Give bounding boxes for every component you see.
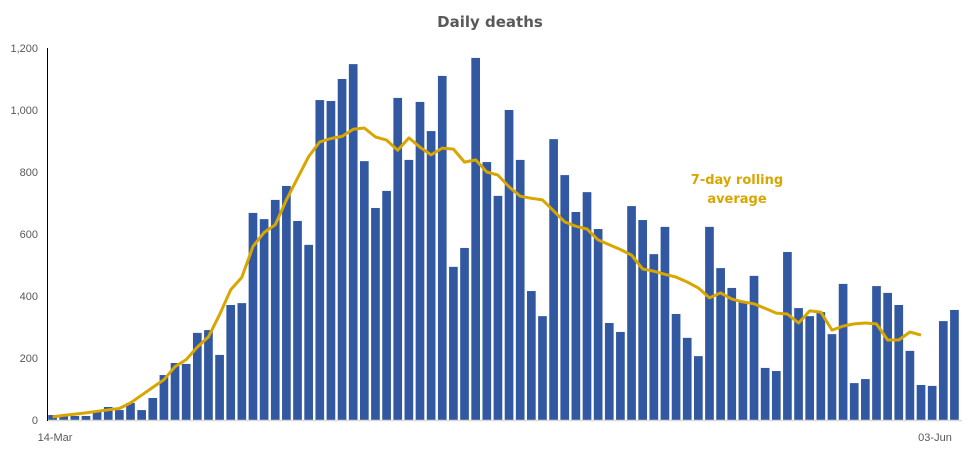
bar xyxy=(894,304,904,420)
bar xyxy=(627,206,636,420)
y-axis-ticks: 0 200 400 600 800 1,000 1,200 xyxy=(10,43,38,427)
bar xyxy=(449,266,458,420)
bar xyxy=(938,321,948,420)
bar xyxy=(827,334,837,420)
bar xyxy=(883,292,892,420)
bar xyxy=(515,159,525,420)
bar xyxy=(359,161,369,420)
bar xyxy=(237,303,247,420)
bar xyxy=(805,316,815,420)
bar xyxy=(660,226,670,420)
bar xyxy=(716,268,725,420)
bar xyxy=(59,415,69,420)
y-tick-label: 200 xyxy=(20,353,38,365)
bar xyxy=(538,316,547,420)
bar xyxy=(927,385,937,420)
bar xyxy=(794,308,803,420)
bar xyxy=(248,212,258,420)
bar xyxy=(560,175,570,420)
y-tick-label: 0 xyxy=(32,415,38,427)
y-tick-label: 1,000 xyxy=(10,105,38,117)
bar xyxy=(115,410,124,420)
bar xyxy=(526,291,536,420)
bar xyxy=(571,211,581,420)
bar xyxy=(293,220,302,420)
bar xyxy=(649,254,659,420)
bar xyxy=(771,371,781,420)
y-tick-label: 600 xyxy=(20,229,38,241)
bar xyxy=(170,362,180,420)
bar xyxy=(304,244,313,420)
bar xyxy=(694,356,703,420)
bar xyxy=(861,379,870,420)
bar xyxy=(226,304,236,420)
bar xyxy=(393,97,403,420)
bar xyxy=(70,415,80,420)
y-tick-label: 1,200 xyxy=(10,43,38,55)
bar xyxy=(749,275,759,420)
chart-title: Daily deaths xyxy=(437,13,543,31)
bar xyxy=(950,309,959,420)
bar xyxy=(282,185,291,420)
bar xyxy=(137,410,146,420)
bar xyxy=(148,397,158,420)
y-tick-label: 800 xyxy=(20,167,38,179)
bar xyxy=(48,415,57,420)
bar xyxy=(783,251,792,420)
bar xyxy=(259,219,269,420)
bar xyxy=(604,322,614,420)
bar xyxy=(326,101,336,420)
bar xyxy=(905,350,915,420)
bar xyxy=(671,313,681,420)
bar xyxy=(872,286,881,420)
bars xyxy=(48,57,959,421)
bar xyxy=(215,354,224,420)
bar xyxy=(92,411,102,420)
bar xyxy=(192,332,202,420)
bar xyxy=(81,415,91,420)
bar xyxy=(103,406,113,420)
bar xyxy=(315,100,325,420)
bar xyxy=(471,57,481,421)
annotation-line-1: 7-day rolling xyxy=(691,173,783,188)
bar xyxy=(348,64,358,421)
bar xyxy=(382,190,391,420)
bar xyxy=(549,139,558,420)
bar xyxy=(270,199,280,420)
bar xyxy=(682,337,692,420)
annotation-line-2: average xyxy=(707,192,767,207)
bar xyxy=(616,331,625,420)
bar xyxy=(437,75,447,421)
bar xyxy=(404,159,414,420)
bar xyxy=(204,330,213,420)
bar xyxy=(493,195,503,420)
bar xyxy=(638,220,648,420)
bar xyxy=(159,375,169,420)
bar xyxy=(181,363,191,420)
bar xyxy=(738,302,748,420)
bar xyxy=(849,383,859,420)
bar xyxy=(705,226,714,420)
bar xyxy=(460,247,469,420)
bar xyxy=(593,229,603,420)
y-tick-label: 400 xyxy=(20,291,38,303)
bar xyxy=(126,402,135,420)
bar xyxy=(916,384,926,420)
rolling-average-line xyxy=(52,126,922,419)
bar xyxy=(337,79,347,420)
bar xyxy=(816,312,826,420)
bar xyxy=(482,162,492,420)
bar xyxy=(371,207,380,420)
bar xyxy=(582,192,592,420)
x-tick-label-end: 03-Jun xyxy=(918,432,952,444)
bar xyxy=(727,287,737,420)
bar xyxy=(415,101,425,420)
bar xyxy=(426,131,436,420)
bar xyxy=(760,367,770,420)
bar xyxy=(838,283,848,420)
bar xyxy=(504,110,514,420)
x-tick-label-start: 14-Mar xyxy=(38,432,73,444)
